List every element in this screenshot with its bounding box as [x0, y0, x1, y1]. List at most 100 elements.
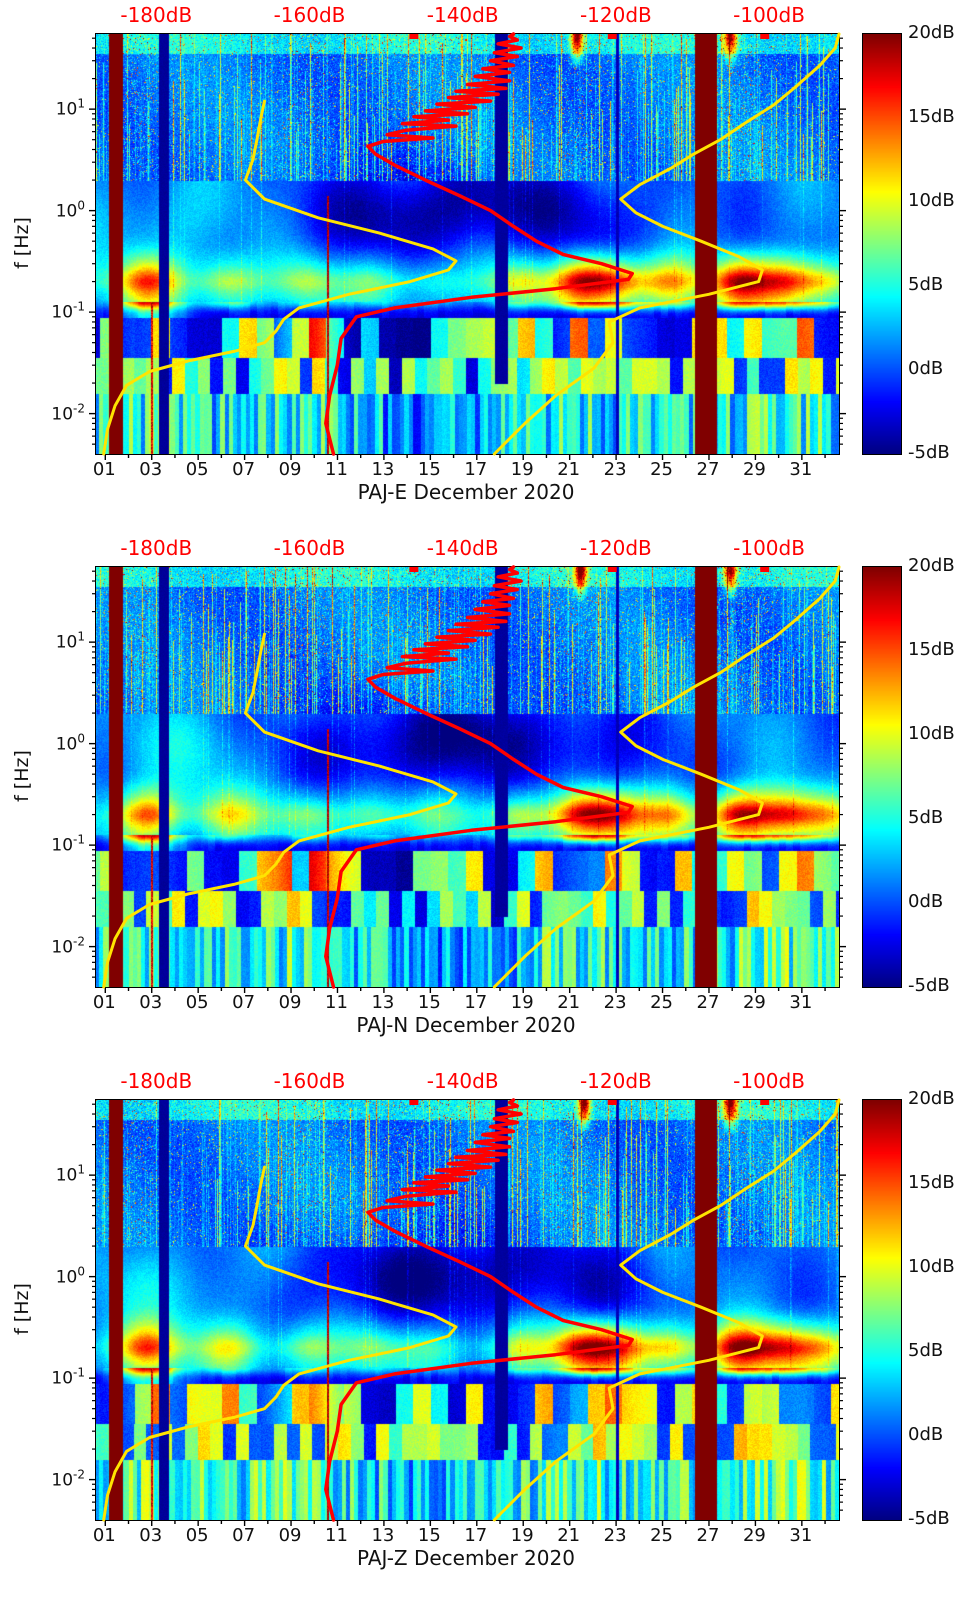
y-tick-label: 101: [55, 96, 85, 120]
y-tick-label: 101: [55, 1162, 85, 1186]
y-axis-title: f [Hz]: [11, 750, 33, 802]
psd-curves: [102, 565, 841, 989]
colorbar: [862, 566, 902, 988]
colorbar-tick-label: 20dB: [908, 22, 955, 43]
x-tick-label: 11: [325, 1525, 348, 1546]
top-axis-db-label: -140dB: [426, 536, 499, 560]
x-tick-label: 17: [464, 992, 488, 1013]
y-axis-ticks: [89, 1103, 846, 1511]
x-tick-label: 31: [789, 1525, 813, 1546]
top-axis-db-label: -140dB: [426, 3, 499, 27]
x-tick-label: 01: [92, 992, 116, 1013]
x-tick-label: 31: [789, 459, 813, 480]
colorbar-tick-label: 10dB: [908, 1256, 955, 1277]
colorbar-tick-label: 5dB: [908, 274, 944, 295]
y-tick-label: 10-1: [51, 832, 85, 856]
colorbar-tick-label: 0dB: [908, 1424, 944, 1445]
plot-area: [89, 565, 846, 993]
y-tick-label: 100: [55, 198, 85, 221]
x-tick-label: 27: [696, 992, 720, 1013]
x-tick-label: 15: [417, 459, 441, 480]
panel-title: PAJ-E December 2020: [357, 480, 575, 504]
top-axis-db-label: -160dB: [273, 3, 346, 27]
colorbar-canvas: [863, 1100, 901, 1520]
x-tick-label: 19: [510, 992, 534, 1013]
top-axis-db-label: -100dB: [733, 3, 805, 27]
x-tick-label: 07: [232, 459, 256, 480]
top-axis-db-label: -120dB: [579, 1069, 652, 1093]
plot-overlay: [89, 32, 846, 460]
colorbar-canvas: [863, 34, 901, 454]
y-axis-title: f [Hz]: [11, 1283, 33, 1335]
top-axis-db-label: -140dB: [426, 1069, 499, 1093]
top-axis-db-label: -120dB: [579, 3, 652, 27]
x-tick-label: 25: [650, 459, 673, 480]
yellow-high-noise-curve: [492, 565, 841, 989]
panel-title: PAJ-N December 2020: [356, 1013, 576, 1037]
x-tick-label: 21: [557, 992, 581, 1013]
colorbar-tick-label: 0dB: [908, 891, 944, 912]
x-tick-label: 27: [696, 459, 720, 480]
colorbar-tick-label: -5dB: [908, 1508, 950, 1529]
spectrogram-panel-paj-e: f [Hz] PAJ-E December 2020 01 03 05 07 09 11 1…: [0, 0, 962, 533]
colorbar-tick-label: 5dB: [908, 1340, 944, 1361]
plot-overlay: [89, 565, 846, 993]
x-tick-label: 23: [603, 992, 627, 1013]
yellow-low-noise-curve: [102, 632, 458, 989]
colorbar-canvas: [863, 567, 901, 987]
y-tick-label: 100: [55, 731, 85, 754]
y-tick-label: 10-1: [51, 1365, 85, 1389]
colorbar-tick-label: 15dB: [908, 106, 955, 127]
x-tick-label: 19: [510, 459, 534, 480]
top-axis-db-label: -100dB: [733, 1069, 805, 1093]
x-tick-label: 11: [325, 992, 348, 1013]
x-tick-label: 03: [139, 459, 163, 480]
plot-overlay: [89, 1098, 846, 1526]
x-tick-label: 29: [742, 459, 766, 480]
panel-title: PAJ-Z December 2020: [357, 1546, 575, 1570]
yellow-high-noise-curve: [492, 1098, 841, 1522]
colorbar-tick-label: 10dB: [908, 723, 955, 744]
x-tick-label: 13: [371, 1525, 395, 1546]
plot-area: [89, 1098, 846, 1526]
x-tick-label: 11: [325, 459, 348, 480]
x-tick-label: 27: [696, 1525, 720, 1546]
x-tick-label: 15: [417, 1525, 441, 1546]
colorbar: [862, 1099, 902, 1521]
x-axis-ticks: [104, 987, 826, 993]
x-tick-label: 17: [464, 459, 488, 480]
y-axis-ticks: [89, 37, 846, 445]
x-tick-label: 23: [603, 459, 627, 480]
top-axis-db-label: -160dB: [273, 536, 346, 560]
top-markers: [409, 1100, 770, 1105]
yellow-high-noise-curve: [492, 32, 841, 456]
x-tick-label: 19: [510, 1525, 534, 1546]
x-tick-label: 13: [371, 459, 395, 480]
spectrogram-panel-paj-z: f [Hz] PAJ-Z December 2020 01 03 05 07 09 11 1…: [0, 1066, 962, 1599]
x-tick-label: 25: [650, 1525, 673, 1546]
colorbar-tick-label: 15dB: [908, 1172, 955, 1193]
x-tick-label: 07: [232, 1525, 256, 1546]
x-tick-label: 09: [278, 992, 302, 1013]
x-tick-label: 21: [557, 1525, 581, 1546]
x-tick-label: 15: [417, 992, 441, 1013]
x-tick-label: 31: [789, 992, 813, 1013]
x-axis-ticks: [104, 454, 826, 460]
top-axis-db-label: -120dB: [579, 536, 652, 560]
y-tick-label: 10-2: [51, 1467, 85, 1490]
x-tick-label: 09: [278, 459, 302, 480]
y-axis-ticks: [89, 570, 846, 978]
colorbar-tick-label: 20dB: [908, 1088, 955, 1109]
yellow-low-noise-curve: [102, 1165, 458, 1522]
x-tick-label: 29: [742, 992, 766, 1013]
x-tick-label: 23: [603, 1525, 627, 1546]
colorbar-tick-label: 5dB: [908, 807, 944, 828]
yellow-low-noise-curve: [102, 99, 458, 456]
x-tick-label: 01: [92, 1525, 116, 1546]
top-axis-db-label: -100dB: [733, 536, 805, 560]
y-axis-title: f [Hz]: [11, 217, 33, 269]
colorbar-tick-label: 20dB: [908, 555, 955, 576]
spectrogram-panel-paj-n: f [Hz] PAJ-N December 2020 01 03 05 07 09 11 1…: [0, 533, 962, 1066]
colorbar-tick-label: -5dB: [908, 975, 950, 996]
x-tick-label: 07: [232, 992, 256, 1013]
